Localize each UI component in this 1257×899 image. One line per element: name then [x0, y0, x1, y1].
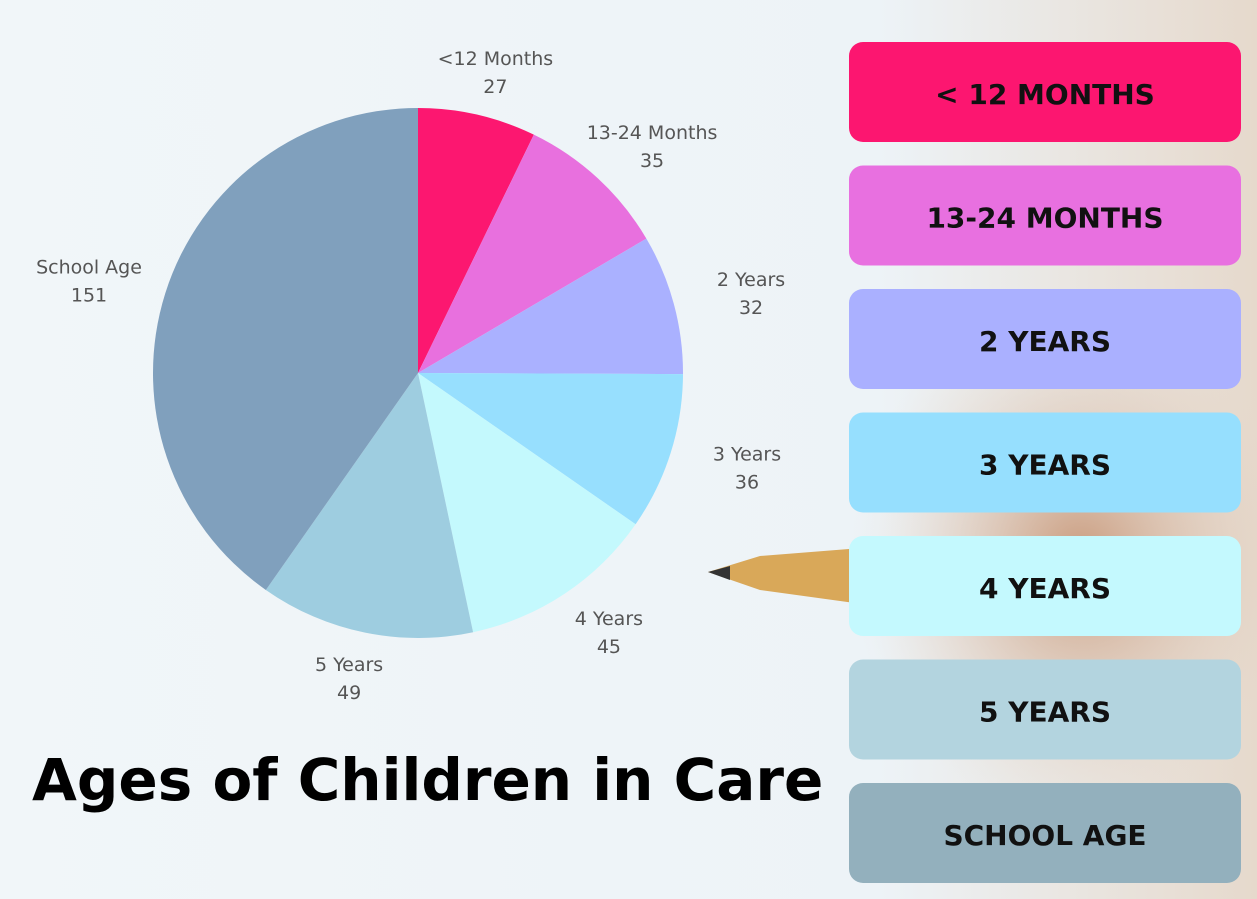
legend-label: SCHOOL AGE: [943, 819, 1146, 852]
pie-slice: [418, 108, 534, 373]
pie-slice: [153, 108, 418, 590]
legend-label: 5 YEARS: [979, 696, 1111, 729]
legend-box: [849, 536, 1241, 636]
legend-box: [849, 165, 1241, 266]
legend-label: 3 YEARS: [979, 449, 1111, 482]
pencil-tip: [708, 566, 730, 580]
legend-box: [849, 289, 1241, 389]
legend-label: 4 YEARS: [979, 572, 1111, 605]
slice-value: 49: [337, 682, 361, 704]
slice-value: 35: [640, 150, 664, 172]
slice-label: 4 Years: [575, 608, 643, 630]
pie-slice: [418, 373, 683, 525]
slice-value: 36: [735, 471, 759, 493]
slice-value: 27: [483, 76, 507, 98]
slice-value: 32: [739, 297, 763, 319]
slice-value: 45: [597, 636, 621, 658]
slice-label: 13-24 Months: [587, 122, 718, 144]
legend-label: 2 YEARS: [979, 325, 1111, 358]
slice-label: 2 Years: [717, 269, 785, 291]
legend-box: [849, 42, 1241, 142]
legend-box: [849, 412, 1241, 513]
slice-label: 3 Years: [713, 443, 781, 465]
slice-label: 5 Years: [315, 654, 383, 676]
legend-label: 13-24 MONTHS: [926, 202, 1163, 235]
slice-value: 151: [71, 285, 107, 307]
legend-label: < 12 MONTHS: [935, 78, 1155, 111]
pie-slice: [418, 373, 636, 633]
legend-box: [849, 783, 1241, 883]
pie-slice: [418, 134, 647, 373]
legend-box: [849, 659, 1241, 760]
chart-title: Ages of Children in Care: [32, 746, 823, 814]
slice-label: <12 Months: [438, 48, 554, 70]
slice-label: School Age: [36, 257, 142, 279]
pie-slice: [265, 373, 474, 638]
pie-slice: [418, 238, 683, 375]
